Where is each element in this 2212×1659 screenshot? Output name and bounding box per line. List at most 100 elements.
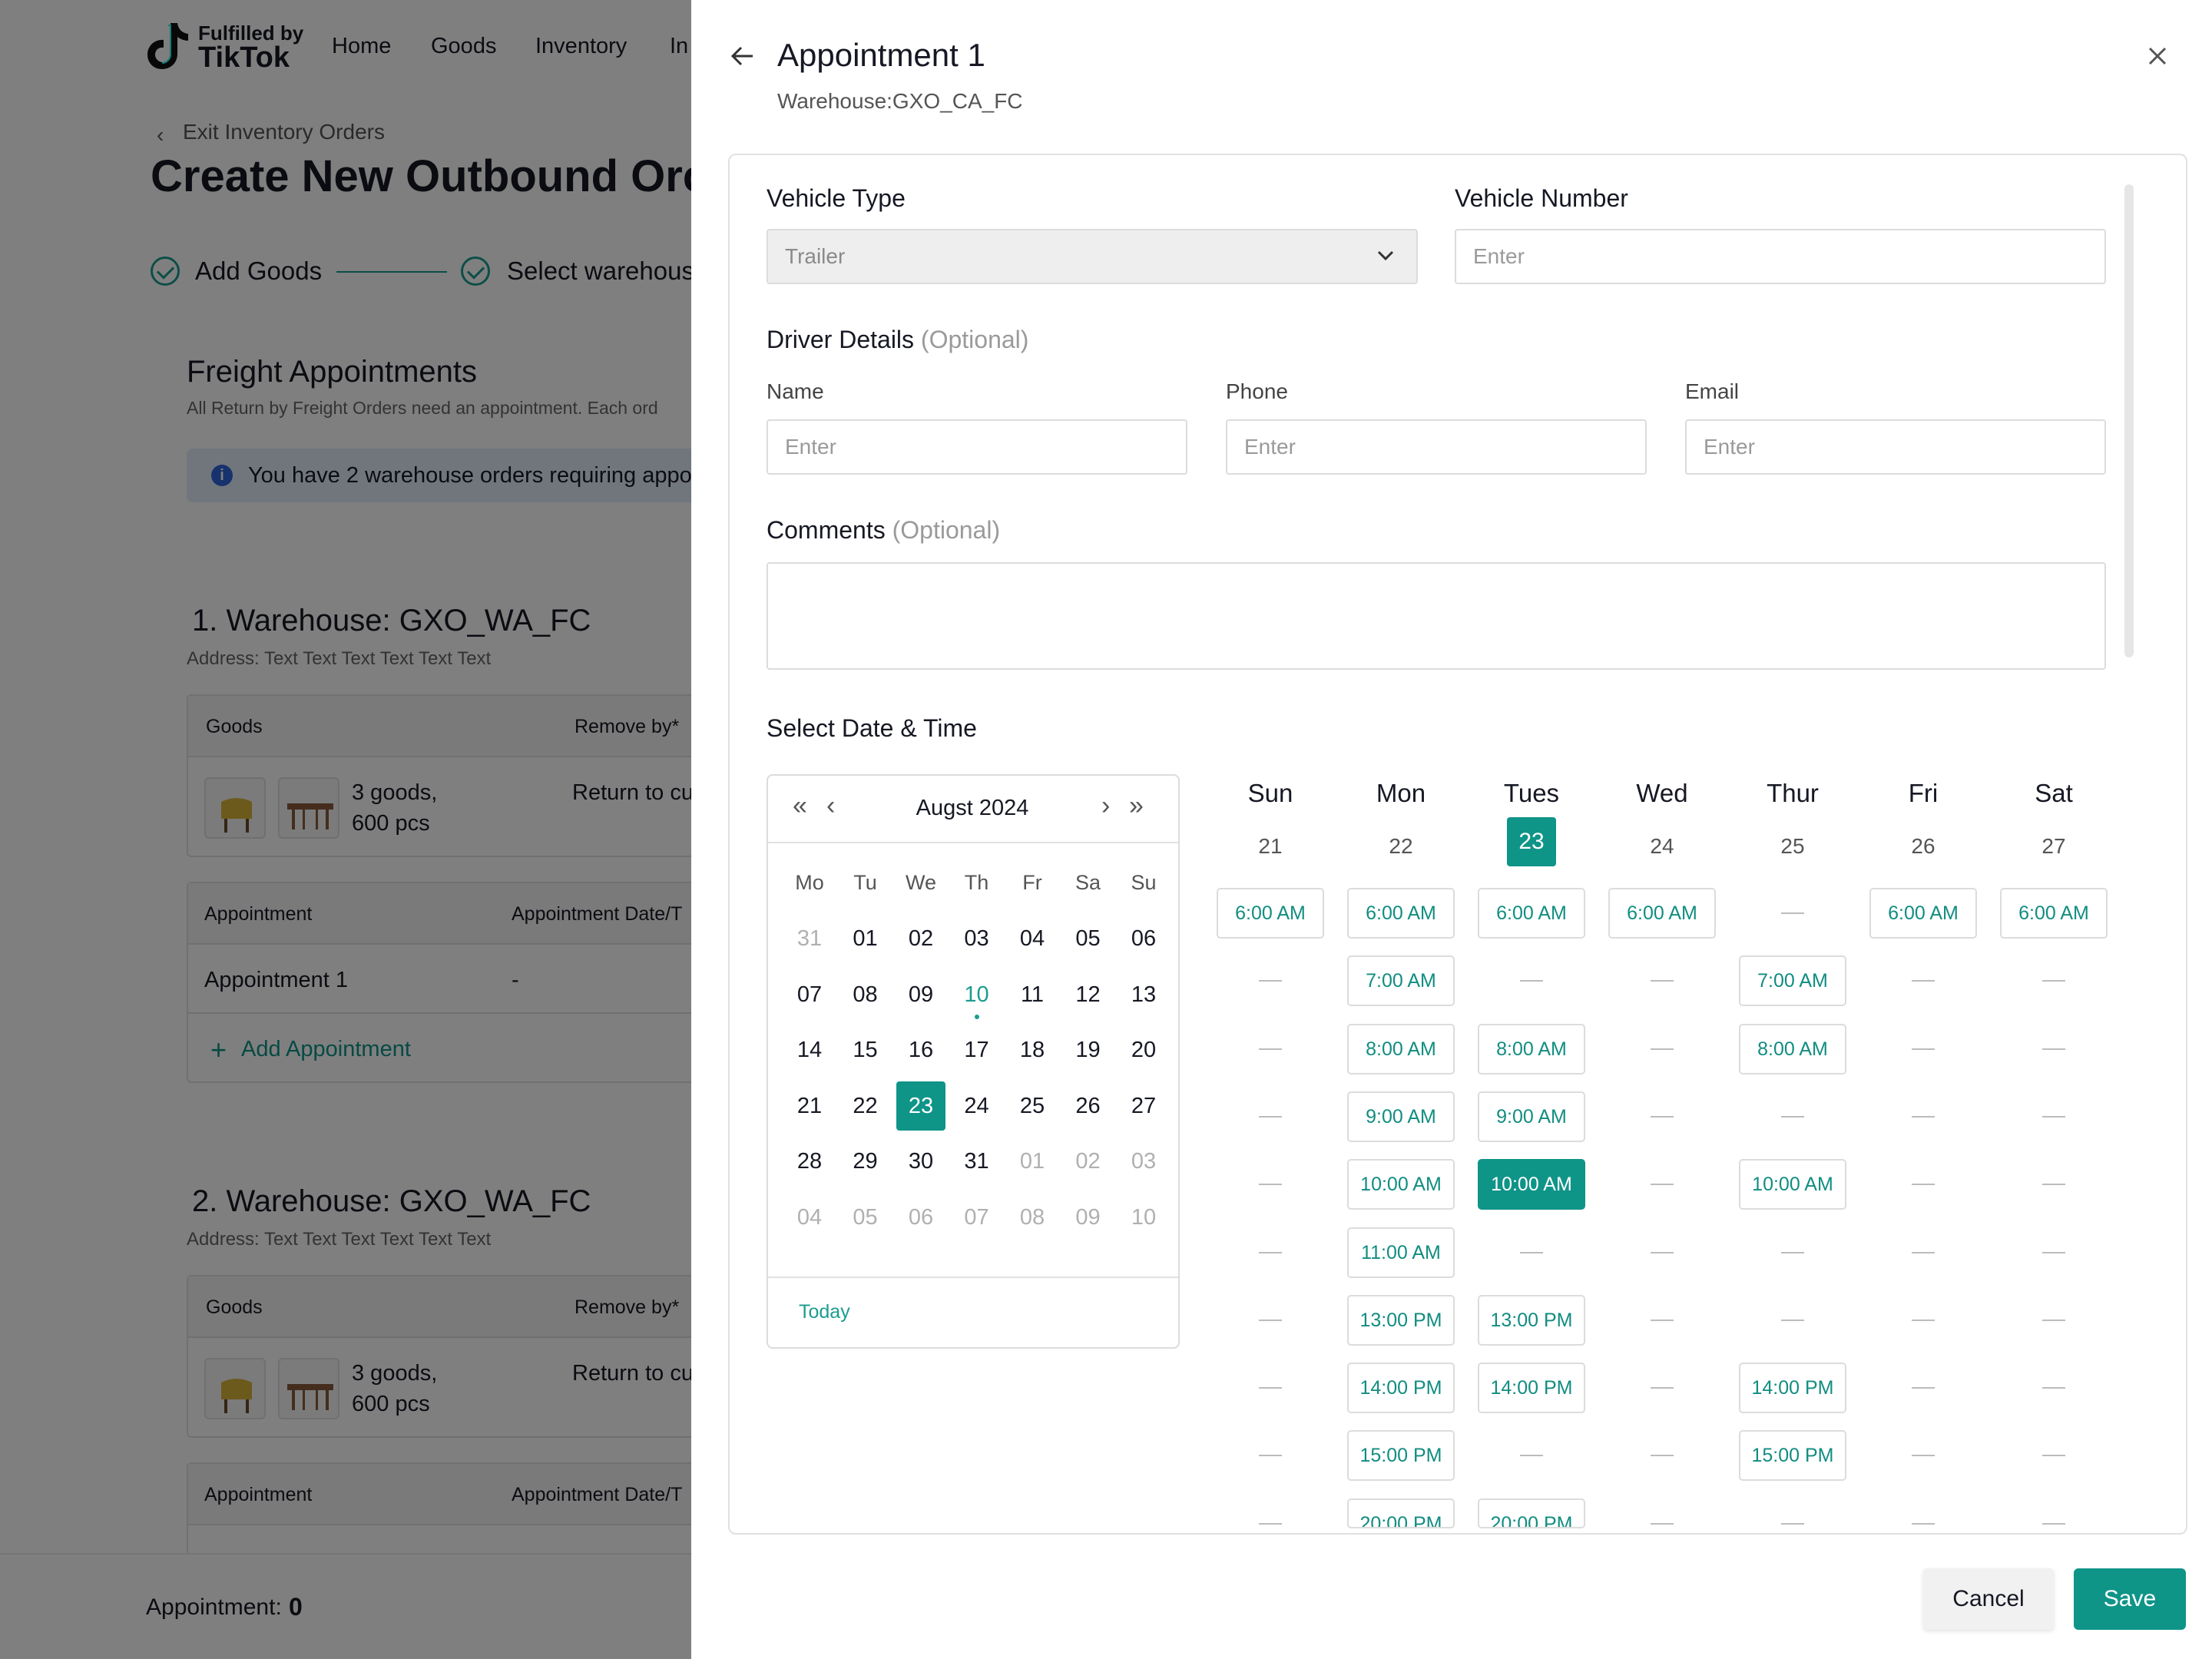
today-button[interactable]: Today — [799, 1301, 850, 1323]
calendar-day[interactable]: 08 — [1019, 1204, 1045, 1230]
time-slot[interactable]: 15:00 PM — [1739, 1430, 1846, 1482]
calendar-day[interactable]: 08 — [853, 982, 878, 1007]
time-slot[interactable]: 13:00 PM — [1478, 1294, 1585, 1346]
time-slot[interactable]: 14:00 PM — [1347, 1363, 1455, 1414]
unavailable-slot — [2000, 1159, 2108, 1210]
driver-email-input[interactable]: Enter — [1685, 419, 2106, 475]
time-slot[interactable]: 13:00 PM — [1347, 1294, 1455, 1346]
calendar-day[interactable]: 13 — [1131, 982, 1157, 1007]
time-slot[interactable]: 7:00 AM — [1347, 955, 1455, 1007]
modal-overlay[interactable] — [0, 0, 691, 1659]
calendar-day[interactable]: 19 — [1075, 1038, 1101, 1062]
comments-textarea[interactable] — [767, 562, 2106, 670]
weekday-date[interactable]: 21 — [1258, 834, 1283, 858]
scrollbar[interactable] — [2124, 184, 2134, 657]
weekday-date[interactable]: 24 — [1650, 834, 1674, 858]
time-slot[interactable]: 6:00 AM — [1608, 888, 1716, 939]
time-slot[interactable]: 6:00 AM — [1217, 888, 1324, 939]
calendar-day[interactable]: 02 — [1075, 1149, 1101, 1174]
time-slot[interactable]: 6:00 AM — [1869, 888, 1977, 939]
save-button[interactable]: Save — [2074, 1568, 2186, 1630]
time-slot[interactable]: 10:00 AM — [1478, 1159, 1585, 1210]
time-slot[interactable]: 15:00 PM — [1347, 1430, 1455, 1482]
time-slot[interactable]: 8:00 AM — [1347, 1023, 1455, 1075]
calendar-day[interactable]: 06 — [1131, 926, 1157, 951]
calendar-day[interactable]: 14 — [796, 1038, 823, 1062]
vehicle-type-select[interactable]: Trailer — [767, 229, 1418, 284]
calendar-day[interactable]: 10 — [964, 982, 989, 1007]
calendar-day[interactable]: 05 — [1075, 926, 1101, 951]
calendar-day[interactable]: 23 — [896, 1081, 945, 1131]
weekday-date[interactable]: 25 — [1780, 834, 1805, 858]
weekday-header: Sa — [1075, 871, 1101, 894]
calendar-day[interactable]: 04 — [1019, 926, 1045, 951]
calendar-day[interactable]: 24 — [964, 1093, 989, 1118]
vehicle-number-input[interactable]: Enter — [1455, 229, 2106, 284]
weekday-date[interactable]: 22 — [1389, 834, 1413, 858]
arrow-left-icon[interactable] — [730, 43, 756, 77]
double-chevron-left-icon[interactable]: « — [793, 791, 807, 820]
calendar-day[interactable]: 09 — [908, 982, 934, 1007]
calendar-day[interactable]: 12 — [1075, 982, 1101, 1007]
weekday-header: Su — [1131, 871, 1157, 894]
weekday-date[interactable]: 27 — [2041, 834, 2066, 858]
time-slot[interactable]: 8:00 AM — [1739, 1023, 1846, 1075]
calendar-day[interactable]: 07 — [796, 982, 823, 1007]
calendar-day[interactable]: 02 — [908, 926, 934, 951]
unavailable-slot — [2000, 1363, 2108, 1413]
calendar-day[interactable]: 06 — [908, 1204, 934, 1230]
time-slot[interactable]: 9:00 AM — [1347, 1091, 1455, 1142]
time-slot[interactable]: 6:00 AM — [2000, 888, 2108, 939]
calendar-day[interactable]: 29 — [853, 1149, 878, 1174]
calendar-day[interactable]: 16 — [908, 1038, 934, 1062]
calendar-day[interactable]: 10 — [1131, 1204, 1157, 1230]
calendar-day[interactable]: 25 — [1019, 1093, 1045, 1118]
calendar-day[interactable]: 01 — [853, 926, 878, 951]
chevron-left-icon[interactable]: ‹ — [826, 791, 836, 820]
calendar-day[interactable]: 04 — [796, 1204, 823, 1230]
double-chevron-right-icon[interactable]: » — [1129, 791, 1144, 820]
calendar-day[interactable]: 01 — [1019, 1149, 1045, 1174]
driver-name-input[interactable]: Enter — [767, 419, 1187, 475]
weekday-date[interactable]: 26 — [1911, 834, 1936, 858]
time-slot[interactable]: 6:00 AM — [1478, 888, 1585, 939]
calendar-day[interactable]: 31 — [796, 926, 823, 951]
weekday-name: Fri — [1908, 779, 1939, 807]
time-slot[interactable]: 10:00 AM — [1347, 1159, 1455, 1210]
calendar-day[interactable]: 05 — [853, 1204, 878, 1230]
time-slot[interactable]: 10:00 AM — [1739, 1159, 1846, 1210]
calendar-day[interactable]: 15 — [853, 1038, 878, 1062]
driver-phone-input[interactable]: Enter — [1226, 419, 1647, 475]
calendar-day[interactable]: 20 — [1131, 1038, 1157, 1062]
time-slot[interactable]: 6:00 AM — [1347, 888, 1455, 939]
name-label: Name — [767, 379, 824, 403]
chevron-right-icon[interactable]: › — [1101, 791, 1111, 820]
time-slot[interactable]: 20:00 PM — [1347, 1498, 1455, 1528]
calendar-day[interactable]: 30 — [908, 1149, 934, 1174]
weekday-date[interactable]: 23 — [1507, 817, 1556, 866]
time-slot[interactable]: 14:00 PM — [1478, 1363, 1585, 1414]
calendar-day[interactable]: 07 — [964, 1204, 989, 1230]
calendar-day[interactable]: 03 — [964, 926, 989, 951]
calendar-day[interactable]: 27 — [1131, 1093, 1157, 1118]
close-icon[interactable] — [2147, 46, 2167, 70]
cancel-button[interactable]: Cancel — [1923, 1568, 2054, 1630]
calendar-day[interactable]: 31 — [964, 1149, 989, 1174]
calendar-day[interactable]: 17 — [964, 1038, 989, 1062]
time-slot[interactable]: 9:00 AM — [1478, 1091, 1585, 1142]
calendar-day[interactable]: 11 — [1020, 982, 1045, 1007]
time-slot[interactable]: 14:00 PM — [1739, 1363, 1846, 1414]
time-slot[interactable]: 11:00 AM — [1347, 1227, 1455, 1278]
calendar-day[interactable]: 22 — [853, 1093, 878, 1118]
calendar-day[interactable]: 28 — [796, 1149, 823, 1174]
calendar-day[interactable]: 03 — [1131, 1149, 1157, 1174]
calendar-day[interactable]: 18 — [1019, 1038, 1045, 1062]
time-slot[interactable]: 8:00 AM — [1478, 1023, 1585, 1075]
time-slot[interactable]: 20:00 PM — [1478, 1498, 1585, 1528]
weekday-name: Tues — [1503, 779, 1560, 807]
time-slot[interactable]: 7:00 AM — [1739, 955, 1846, 1007]
calendar-day[interactable]: 09 — [1075, 1204, 1101, 1230]
calendar-day[interactable]: 21 — [796, 1093, 823, 1118]
calendar-day[interactable]: 26 — [1075, 1093, 1101, 1118]
unavailable-slot — [1217, 1295, 1324, 1346]
